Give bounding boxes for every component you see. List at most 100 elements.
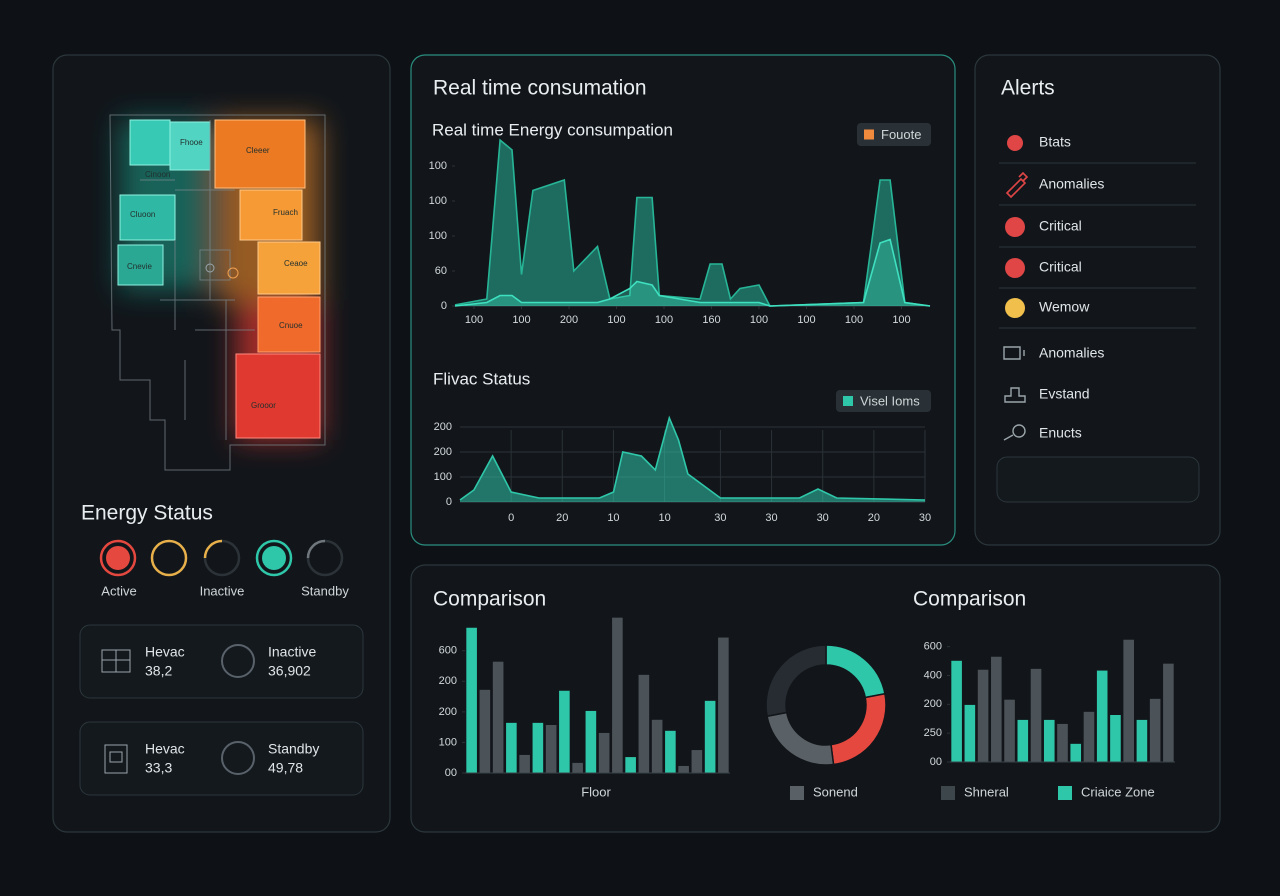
x-tick-label: 160 [702, 314, 720, 326]
fixture [227, 267, 239, 279]
bar [1043, 719, 1055, 762]
bar [532, 722, 544, 773]
x-tick-label: 0 [508, 512, 514, 524]
y-tick-label: 00 [930, 756, 942, 768]
x-tick-label: 100 [892, 314, 910, 326]
alert-label[interactable]: Critical [1039, 218, 1082, 234]
device-icon [101, 649, 131, 673]
room [239, 189, 303, 241]
bar [1110, 714, 1121, 762]
device-icon [104, 744, 128, 774]
status-dot [106, 546, 130, 570]
device-status: Inactive [268, 644, 316, 660]
area-fill [455, 239, 930, 306]
device-card: Hevac 33,3 Standby 49,78 [79, 721, 364, 796]
legend-swatch [864, 129, 874, 140]
room [257, 296, 321, 353]
legend-swatch [843, 396, 853, 406]
x-tick-label: 30 [714, 512, 726, 524]
room [214, 119, 306, 189]
y-tick-label: 100 [429, 160, 447, 172]
room-label: Cleeer [246, 146, 270, 155]
x-tick-label: 200 [560, 314, 578, 326]
y-tick-label: 600 [439, 645, 457, 657]
x-tick-label: 10 [658, 512, 670, 524]
x-tick-label: 30 [817, 512, 829, 524]
alert-label[interactable]: Anomalies [1039, 345, 1104, 361]
input-box[interactable] [996, 456, 1200, 503]
room [257, 241, 321, 295]
y-tick-label: 250 [924, 727, 942, 739]
legend-swatch [790, 786, 804, 800]
x-tick-label: 20 [868, 512, 880, 524]
alerts-panel [974, 54, 1221, 546]
donut-segment [765, 644, 827, 718]
alert-list: Btats Anomalies Critical Critical Wemow … [996, 134, 1200, 503]
alert-label[interactable]: Critical [1039, 259, 1082, 275]
y-tick-label: 400 [924, 669, 942, 681]
legend-label: Shneral [964, 784, 1009, 799]
bar [466, 627, 477, 773]
line [459, 415, 926, 501]
alert-icon [1005, 258, 1025, 278]
bar [506, 722, 517, 773]
y-tick-label: 100 [429, 195, 447, 207]
y-tick-label: 100 [439, 736, 457, 748]
bar [1123, 639, 1134, 762]
panel-title: Alerts [1001, 77, 1055, 100]
y-tick-label: 100 [429, 230, 447, 242]
alert-label[interactable]: Enucts [1039, 425, 1082, 441]
status-ring [150, 539, 188, 577]
device-value: 38,2 [145, 663, 172, 679]
room-label: Cnevie [127, 262, 152, 271]
room-label: Cnuoe [279, 321, 303, 330]
status-label: Active [101, 583, 136, 598]
bar [492, 661, 504, 773]
bar [951, 660, 962, 762]
x-tick-label: 100 [797, 314, 815, 326]
alert-label[interactable]: Btats [1039, 134, 1071, 150]
alert-icon [1005, 171, 1029, 199]
y-tick-label: 100 [434, 471, 452, 483]
alert-icon [1003, 434, 1014, 441]
alert-label[interactable]: Anomalies [1039, 176, 1104, 192]
legend-swatch [941, 786, 955, 800]
bar [638, 674, 650, 773]
panel-title: Real time consumation [433, 77, 647, 100]
bar [479, 689, 491, 773]
room-label: Ceaoe [284, 259, 308, 268]
bar [559, 690, 570, 773]
status-ring [255, 539, 293, 577]
y-tick-label: 200 [439, 706, 457, 718]
y-tick-label: 0 [441, 300, 447, 312]
y-tick-label: 200 [924, 698, 942, 710]
room-label: Cluoon [130, 210, 155, 219]
bar [545, 724, 557, 773]
alert-label[interactable]: Wemow [1039, 299, 1090, 315]
x-tick-label: 20 [556, 512, 568, 524]
chart-title: Comparison [433, 588, 546, 611]
walls [109, 114, 326, 471]
bar [991, 656, 1002, 762]
device-status-value: 49,78 [268, 760, 303, 776]
room [117, 244, 164, 286]
alert-icon [1004, 387, 1026, 403]
room-label: Fhooe [180, 138, 203, 147]
bar [977, 669, 989, 762]
bar [612, 617, 623, 773]
alert-label[interactable]: Evstand [1039, 386, 1090, 402]
room-label: Fruach [273, 208, 298, 217]
bar [625, 757, 636, 773]
x-tick-label: 10 [607, 512, 619, 524]
room [129, 119, 171, 166]
x-tick-label: 100 [655, 314, 673, 326]
device-name: Hevac [145, 741, 185, 757]
fixture [205, 263, 215, 273]
bar [585, 710, 597, 773]
area-fill [460, 418, 925, 502]
line [454, 238, 931, 307]
legend-swatch [1058, 786, 1072, 800]
bar [1163, 663, 1174, 762]
